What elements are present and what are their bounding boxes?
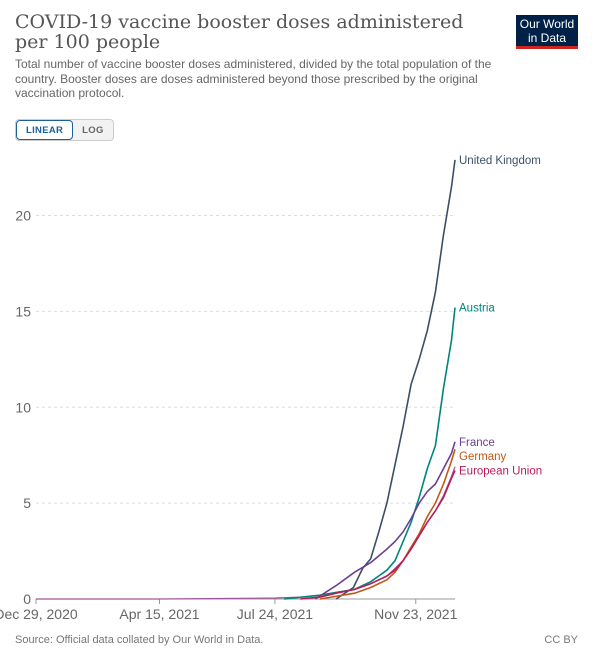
series-layer (36, 159, 456, 600)
series-line (36, 466, 456, 600)
chart-subtitle: Total number of vaccine booster doses ad… (15, 57, 492, 100)
scale-toggle: LINEAR LOG (15, 119, 114, 141)
source-note: Source: Official data collated by Our Wo… (15, 634, 264, 646)
logo-line-2: in Data (527, 31, 567, 45)
log-scale-button[interactable]: LOG (73, 120, 113, 140)
series-line (314, 441, 456, 600)
series-label: Austria (459, 303, 495, 315)
chart-title: COVID-19 vaccine booster doses administe… (15, 11, 464, 53)
owid-logo[interactable]: Our World in Data (516, 15, 578, 49)
y-tick-label: 20 (15, 208, 31, 224)
y-tick-label: 5 (23, 495, 31, 511)
series-line (300, 470, 456, 600)
series-label: European Union (459, 466, 542, 478)
series-label: France (459, 437, 495, 449)
series-line (319, 449, 456, 600)
grid-layer (36, 215, 455, 504)
x-tick-label: Nov 23, 2021 (374, 606, 457, 622)
series-line (335, 159, 456, 600)
y-tick-label: 15 (15, 303, 31, 319)
logo-line-1: Our World (519, 17, 575, 31)
x-tick-label: Jul 24, 2021 (237, 606, 313, 622)
x-tick-label: Apr 15, 2021 (119, 606, 199, 622)
series-label: United Kingdom (459, 155, 541, 167)
line-chart: 0 5 10 15 20 Dec 29, 2020 Apr 15, 2021 Jul 24, … (0, 155, 542, 622)
y-tick-label: 0 (23, 591, 31, 607)
linear-scale-button[interactable]: LINEAR (16, 120, 74, 140)
x-tick-label: Dec 29, 2020 (0, 606, 78, 622)
y-tick-label: 10 (15, 399, 31, 415)
axis-layer: 0 5 10 15 20 Dec 29, 2020 Apr 15, 2021 Jul 24, … (0, 208, 458, 622)
series-label: Germany (459, 451, 507, 463)
license-link[interactable]: CC BY (544, 634, 578, 646)
series-line (284, 307, 456, 600)
label-layer: United Kingdom Austria France Germany Europe… (459, 155, 542, 478)
